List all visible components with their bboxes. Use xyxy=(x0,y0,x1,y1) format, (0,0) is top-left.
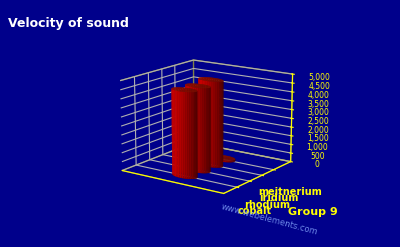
Text: Group 9: Group 9 xyxy=(288,207,338,217)
Text: www.webelements.com: www.webelements.com xyxy=(220,203,319,237)
Text: Velocity of sound: Velocity of sound xyxy=(8,17,129,30)
